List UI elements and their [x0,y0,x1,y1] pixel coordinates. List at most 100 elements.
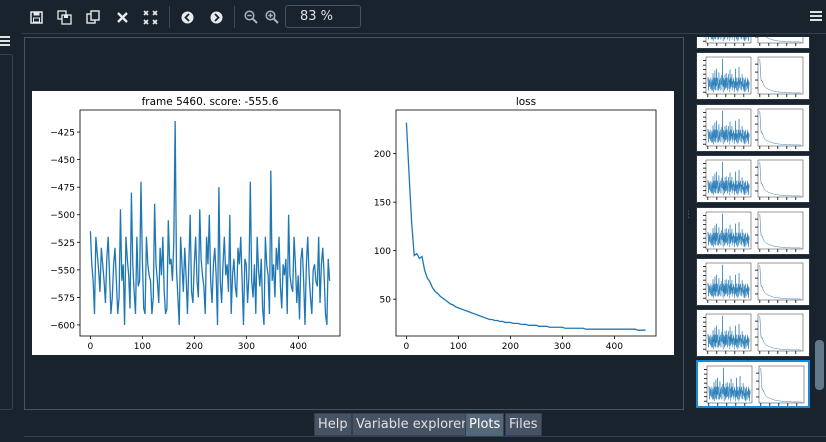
axes-frame [757,56,804,95]
axes-frame [757,313,804,352]
series-line [765,37,802,43]
series-line [759,316,802,351]
axes-frame [705,211,752,250]
y-tick-label: −425 [50,129,75,139]
series-line [405,122,646,331]
zoom-out-icon[interactable] [241,7,261,27]
previous-plot-icon[interactable] [177,7,197,27]
x-tick-label: 300 [238,342,255,352]
remove-plot-icon[interactable] [112,7,132,27]
axes-frame [395,109,657,337]
x-tick-label: 400 [290,342,307,352]
axes-frame [757,262,804,301]
x-tick-label: 100 [134,342,151,352]
plot-thumbnail[interactable] [696,37,810,49]
y-tick-label: −450 [50,156,75,166]
x-tick-label: 200 [502,342,519,352]
thumbnail-scrollbar-handle[interactable] [815,340,824,390]
series-line [708,37,750,42]
chart-title: frame 5460. score: -555.6 [142,96,279,108]
plot-thumbnail[interactable] [696,104,810,152]
series-line [707,264,750,299]
thumbnail-canvas [703,37,804,46]
axes-frame [705,262,752,301]
y-tick-label: −550 [50,266,75,276]
copy-plot-icon[interactable] [83,7,103,27]
x-tick-label: 0 [404,342,410,352]
save-all-plots-icon[interactable] [54,7,74,27]
thumbnail-canvas [703,262,804,303]
x-tick-label: 0 [88,342,94,352]
series-line [759,59,802,94]
tab-help[interactable]: Help [314,413,352,436]
figure-canvas: frame 5460. score: -555.6 0 100 200 300 400 −6… [50,96,657,352]
options-menu-icon[interactable] [810,9,822,23]
plot-thumbnail[interactable] [696,52,810,100]
series-line [89,121,331,326]
series-line [759,214,802,249]
thumbnail-canvas [703,108,804,149]
thumbnail-canvas [704,365,805,406]
zoom-in-icon[interactable] [262,7,282,27]
x-tick-label: 300 [554,342,571,352]
series-line [707,58,750,93]
axes-frame [705,108,752,147]
axes-frame [79,109,341,337]
axes-frame [705,37,752,44]
series-line [759,111,802,146]
series-line [759,162,802,197]
remove-all-plots-icon[interactable] [140,7,160,27]
x-tick-label: 100 [450,342,467,352]
tab-plots[interactable]: Plots [465,413,505,437]
y-tick-label: 50 [380,296,392,306]
toolbar-separator [234,6,235,28]
axes-frame [705,56,752,95]
plot-viewer[interactable]: frame 5460. score: -555.6 0 100 200 300 400 −6… [24,37,684,410]
zoom-level-input[interactable]: 83 % [285,5,361,28]
thumbnail-canvas [703,313,804,354]
left-menu-icon[interactable] [0,34,10,48]
thumbnail-scrollbar-track[interactable] [813,37,825,408]
y-tick-label: 150 [374,199,391,209]
plot-thumbnail[interactable] [696,258,810,306]
axes-frame [757,108,804,147]
axes-frame [757,159,804,198]
save-plot-icon[interactable] [26,7,46,27]
series-line [707,110,750,145]
tab-files[interactable]: Files [505,413,542,436]
series-line [759,265,802,300]
toolbar-separator [169,6,170,28]
thumbnail-canvas [703,159,804,200]
chart-title: loss [516,96,536,108]
y-tick-label: −600 [50,321,75,331]
plot-thumbnail[interactable] [696,360,810,408]
plot-figure: frame 5460. score: -555.6 0 100 200 300 400 −6… [32,91,674,355]
thumbnail-canvas [703,56,804,97]
y-tick-label: −500 [50,211,75,221]
axes-frame [706,365,753,404]
axes-frame [758,365,805,404]
series-line [707,213,750,248]
series-line [760,368,803,403]
y-tick-label: 200 [374,150,391,160]
series-line [707,315,750,350]
thumbnail-canvas [703,211,804,252]
plots-toolbar: 83 % [22,0,826,34]
y-tick-label: −575 [50,294,75,304]
y-tick-label: −525 [50,239,75,249]
splitter-handle[interactable]: ⋮ [684,210,693,220]
plot-thumbnail[interactable] [696,155,810,203]
axes-frame [757,211,804,250]
plot-thumbnail[interactable] [696,309,810,357]
axes-frame [757,37,804,44]
next-plot-icon[interactable] [206,7,226,27]
series-line [708,367,751,402]
tab-variable-explorer[interactable]: Variable explorer [352,413,471,436]
bottom-border [24,436,826,442]
x-tick-label: 200 [186,342,203,352]
plot-thumbnail[interactable] [696,207,810,255]
y-tick-label: −475 [50,184,75,194]
thumbnail-panel [690,37,812,408]
left-panel-edge [0,54,13,410]
left-dock-strip [0,0,22,441]
